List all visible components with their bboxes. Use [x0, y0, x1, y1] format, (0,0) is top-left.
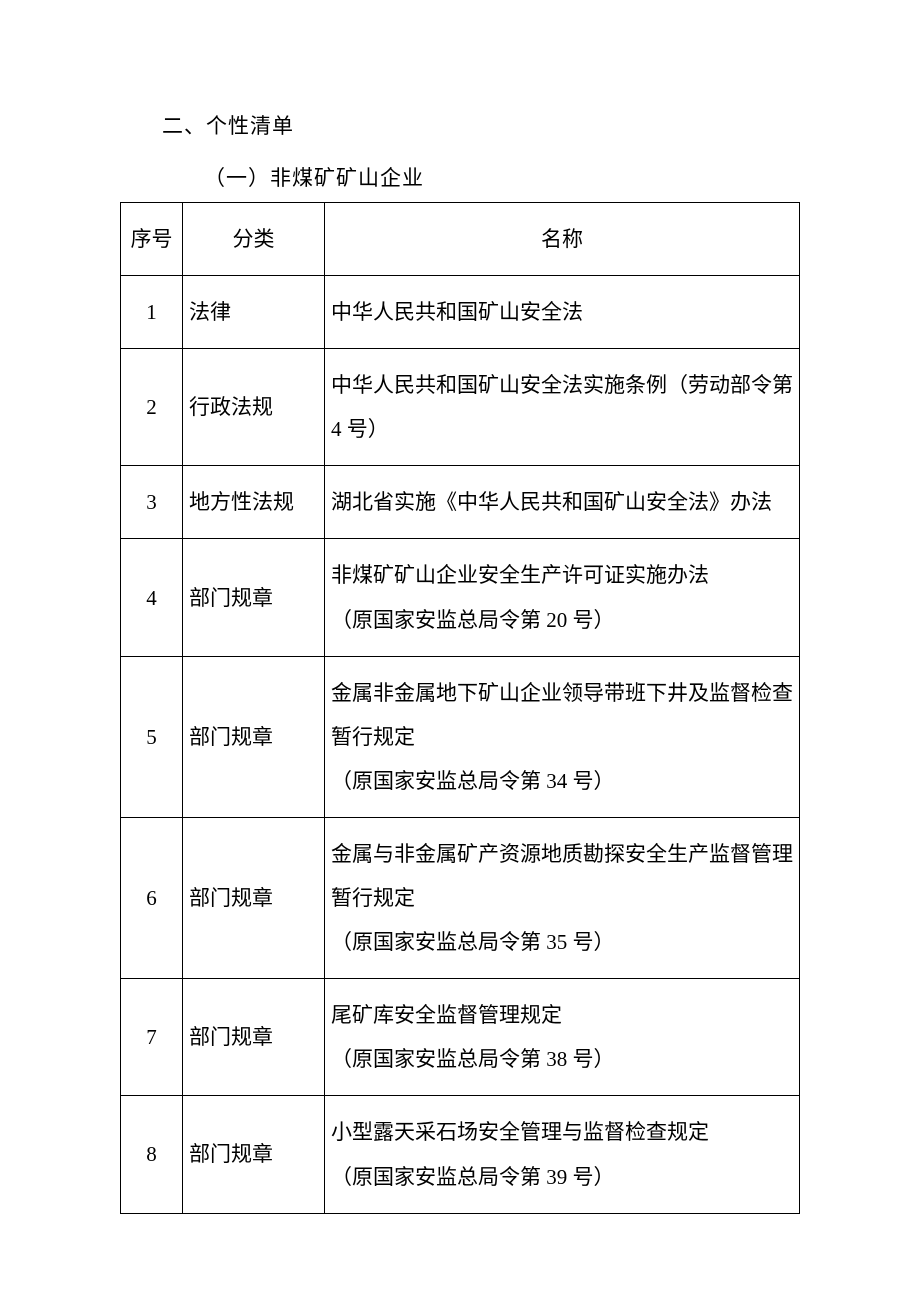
cell-category: 地方性法规: [183, 466, 325, 539]
table-header-row: 序号 分类 名称: [121, 203, 800, 276]
cell-seq: 6: [121, 817, 183, 978]
cell-name: 中华人民共和国矿山安全法: [325, 276, 800, 349]
cell-seq: 1: [121, 276, 183, 349]
table-row: 6 部门规章 金属与非金属矿产资源地质勘探安全生产监督管理暂行规定（原国家安监总…: [121, 817, 800, 978]
table-body: 1 法律 中华人民共和国矿山安全法 2 行政法规 中华人民共和国矿山安全法实施条…: [121, 276, 800, 1214]
cell-name: 尾矿库安全监督管理规定（原国家安监总局令第 38 号）: [325, 979, 800, 1096]
cell-category: 部门规章: [183, 817, 325, 978]
regulation-table: 序号 分类 名称 1 法律 中华人民共和国矿山安全法 2 行政法规 中华人民共和…: [120, 202, 800, 1214]
cell-name: 湖北省实施《中华人民共和国矿山安全法》办法: [325, 466, 800, 539]
section-heading: 二、个性清单: [162, 110, 800, 140]
cell-name: 金属与非金属矿产资源地质勘探安全生产监督管理暂行规定（原国家安监总局令第 35 …: [325, 817, 800, 978]
cell-seq: 4: [121, 539, 183, 656]
table-row: 2 行政法规 中华人民共和国矿山安全法实施条例（劳动部令第 4 号）: [121, 349, 800, 466]
header-seq: 序号: [121, 203, 183, 276]
table-row: 3 地方性法规 湖北省实施《中华人民共和国矿山安全法》办法: [121, 466, 800, 539]
cell-category: 部门规章: [183, 1096, 325, 1213]
header-name: 名称: [325, 203, 800, 276]
cell-seq: 7: [121, 979, 183, 1096]
cell-seq: 5: [121, 656, 183, 817]
cell-seq: 2: [121, 349, 183, 466]
cell-category: 行政法规: [183, 349, 325, 466]
table-row: 8 部门规章 小型露天采石场安全管理与监督检查规定（原国家安监总局令第 39 号…: [121, 1096, 800, 1213]
header-category: 分类: [183, 203, 325, 276]
cell-seq: 3: [121, 466, 183, 539]
table-row: 4 部门规章 非煤矿矿山企业安全生产许可证实施办法（原国家安监总局令第 20 号…: [121, 539, 800, 656]
table-row: 5 部门规章 金属非金属地下矿山企业领导带班下井及监督检查暂行规定（原国家安监总…: [121, 656, 800, 817]
subsection-heading: （一）非煤矿矿山企业: [204, 162, 800, 192]
cell-category: 部门规章: [183, 656, 325, 817]
cell-name: 中华人民共和国矿山安全法实施条例（劳动部令第 4 号）: [325, 349, 800, 466]
cell-category: 法律: [183, 276, 325, 349]
cell-name: 非煤矿矿山企业安全生产许可证实施办法（原国家安监总局令第 20 号）: [325, 539, 800, 656]
cell-name: 小型露天采石场安全管理与监督检查规定（原国家安监总局令第 39 号）: [325, 1096, 800, 1213]
table-row: 1 法律 中华人民共和国矿山安全法: [121, 276, 800, 349]
cell-seq: 8: [121, 1096, 183, 1213]
cell-category: 部门规章: [183, 979, 325, 1096]
table-row: 7 部门规章 尾矿库安全监督管理规定（原国家安监总局令第 38 号）: [121, 979, 800, 1096]
cell-name: 金属非金属地下矿山企业领导带班下井及监督检查暂行规定（原国家安监总局令第 34 …: [325, 656, 800, 817]
cell-category: 部门规章: [183, 539, 325, 656]
